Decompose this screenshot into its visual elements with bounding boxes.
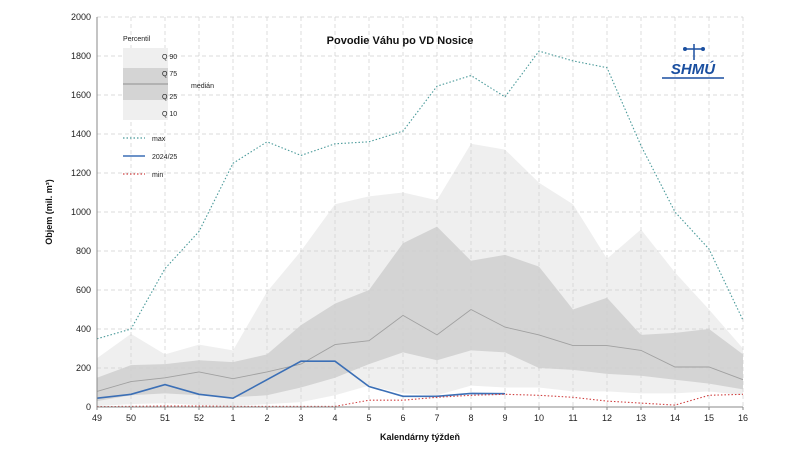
x-tick-label-51: 51 xyxy=(160,413,170,423)
logo-cup-left xyxy=(683,47,687,51)
x-tick-label-7: 7 xyxy=(434,413,439,423)
x-tick-label-5: 5 xyxy=(366,413,371,423)
y-tick-label-800: 800 xyxy=(76,246,91,256)
chart-title: Povodie Váhu po VD Nosice xyxy=(327,35,474,47)
series-line-min xyxy=(96,393,744,408)
x-tick-label-2: 2 xyxy=(264,413,269,423)
band-q25-q75 xyxy=(97,226,743,402)
median-line xyxy=(96,308,744,392)
y-tick-label-400: 400 xyxy=(76,324,91,334)
percentile-legend: Percentil Q 90 Q 75 medián Q 25 Q 10 xyxy=(123,36,214,120)
y-tick-label-1400: 1400 xyxy=(71,129,91,139)
series-lines xyxy=(96,50,744,408)
legend-min-label: min xyxy=(152,172,163,179)
legend-max-label: max xyxy=(152,136,166,143)
x-tick-label-50: 50 xyxy=(126,413,136,423)
legend-q10-label: Q 10 xyxy=(162,111,177,118)
x-tick-label-49: 49 xyxy=(92,413,102,423)
percentile-legend-title: Percentil xyxy=(123,36,151,43)
shmu-logo: SHMÚ xyxy=(662,44,724,79)
y-tick-label-1000: 1000 xyxy=(71,207,91,217)
legend-q75-label: Q 75 xyxy=(162,71,177,78)
y-tick-label-0: 0 xyxy=(86,402,91,412)
x-tick-label-10: 10 xyxy=(534,413,544,423)
y-tick-label-1200: 1200 xyxy=(71,168,91,178)
percentile-bands xyxy=(97,143,743,407)
x-tick-label-1: 1 xyxy=(230,413,235,423)
y-tick-label-1800: 1800 xyxy=(71,51,91,61)
x-tick-label-3: 3 xyxy=(298,413,303,423)
series-line-max xyxy=(96,50,744,340)
legend-median-label: medián xyxy=(191,83,214,90)
x-tick-label-15: 15 xyxy=(704,413,714,423)
x-tick-label-16: 16 xyxy=(738,413,748,423)
y-tick-label-2000: 2000 xyxy=(71,12,91,22)
logo-cup-right xyxy=(701,47,705,51)
y-tick-label-1600: 1600 xyxy=(71,90,91,100)
x-tick-label-13: 13 xyxy=(636,413,646,423)
x-tick-label-9: 9 xyxy=(502,413,507,423)
x-tick-label-4: 4 xyxy=(332,413,337,423)
legend-q90-label: Q 90 xyxy=(162,54,177,61)
y-axis-title: Objem (mil. m³) xyxy=(44,179,54,245)
x-tick-label-8: 8 xyxy=(468,413,473,423)
series-legend: max 2024/25 min xyxy=(123,136,177,179)
x-axis-title: Kalendárny týždeň xyxy=(380,432,460,442)
x-tick-label-14: 14 xyxy=(670,413,680,423)
y-tick-label-600: 600 xyxy=(76,285,91,295)
x-tick-label-6: 6 xyxy=(400,413,405,423)
logo-text: SHMÚ xyxy=(671,60,716,78)
x-tick-label-12: 12 xyxy=(602,413,612,423)
legend-current-label: 2024/25 xyxy=(152,154,177,161)
legend-q25-label: Q 25 xyxy=(162,94,177,101)
x-tick-label-52: 52 xyxy=(194,413,204,423)
y-tick-label-200: 200 xyxy=(76,363,91,373)
series-line-2024-25 xyxy=(96,360,506,400)
x-tick-label-11: 11 xyxy=(568,413,577,423)
